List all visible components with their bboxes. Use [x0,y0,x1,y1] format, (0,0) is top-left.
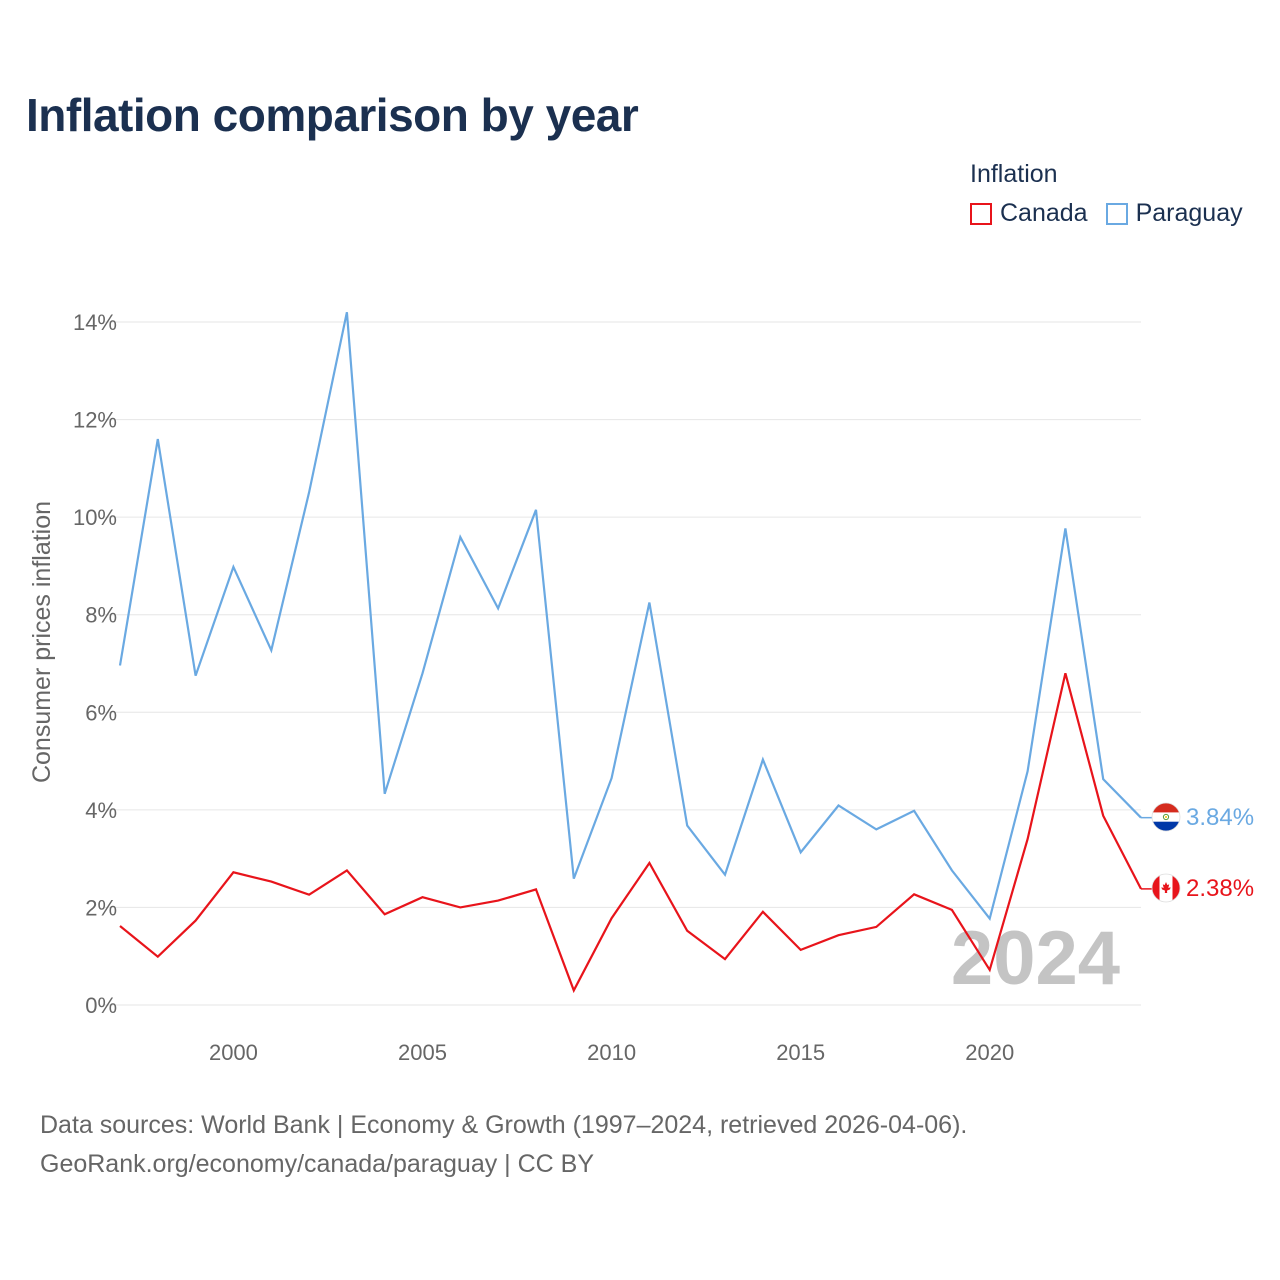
page-title: Inflation comparison by year [26,89,639,141]
legend: Inflation Canada Paraguay [970,160,1261,228]
series-line-canada[interactable] [119,673,1142,994]
canada-end-label: 2.38% [1186,875,1254,902]
y-tick-label: 8% [85,603,117,628]
y-tick-label: 14% [73,310,117,335]
grid-lines [105,321,1141,1006]
legend-item-canada[interactable]: Canada [970,199,1088,228]
legend-item-paraguay[interactable]: Paraguay [1105,199,1243,228]
footer: Data sources: World Bank | Economy & Gro… [40,1106,967,1184]
footer-sources: Data sources: World Bank | Economy & Gro… [40,1111,968,1139]
x-axis-ticks: 2000 2005 2010 2015 2020 [209,1040,1014,1065]
y-tick-label: 4% [85,798,117,823]
legend-label-paraguay: Paraguay [1135,199,1243,227]
y-tick-label: 0% [85,993,117,1018]
footer-credit: GeoRank.org/economy/canada/paraguay | CC… [40,1150,595,1178]
y-tick-label: 12% [73,408,117,433]
legend-swatch-canada [970,202,992,225]
x-tick-label: 2015 [776,1040,825,1065]
y-axis-ticks: 0% 2% 4% 6% 8% 10% 12% 14% [73,310,117,1018]
legend-swatch-paraguay [1105,202,1128,225]
paraguay-flag-icon [1151,802,1181,832]
x-tick-label: 2010 [587,1040,636,1065]
x-tick-label: 2020 [965,1040,1014,1065]
y-tick-label: 6% [85,700,117,725]
y-axis-title: Consumer prices inflation [28,501,56,783]
canada-flag-icon [1151,873,1181,903]
x-tick-label: 2000 [209,1040,258,1065]
legend-title: Inflation [970,160,1058,188]
paraguay-end-label: 3.84% [1186,804,1254,831]
y-tick-label: 10% [73,505,117,530]
x-tick-label: 2005 [398,1040,447,1065]
series-line-paraguay[interactable] [118,311,1142,922]
legend-label-canada: Canada [1000,199,1088,227]
end-markers: 3.84% 2.38% [1151,802,1254,903]
y-tick-label: 2% [85,895,117,920]
data-series [118,311,1152,994]
line-chart: 0% 2% 4% 6% 8% 10% 12% 14% 2000 2005 2010 2015 2020… [28,310,1254,1065]
year-watermark: 2024 [951,916,1120,1001]
